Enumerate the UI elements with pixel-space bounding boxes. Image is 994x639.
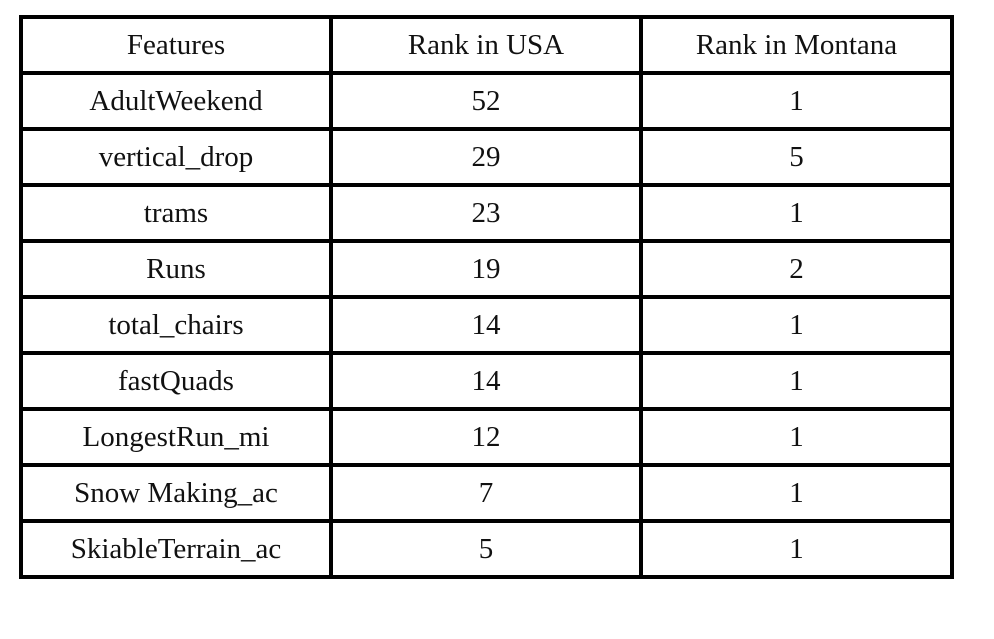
table-row: total_chairs 14 1 <box>19 295 954 355</box>
feature-rank-table-container: Features Rank in USA Rank in Montana Adu… <box>19 15 954 579</box>
rank-usa-cell: 14 <box>329 351 643 411</box>
rank-montana-cell: 2 <box>639 239 954 299</box>
feature-name-cell: SkiableTerrain_ac <box>19 519 333 579</box>
rank-montana-cell: 5 <box>639 127 954 187</box>
rank-montana-cell: 1 <box>639 407 954 467</box>
rank-montana-cell: 1 <box>639 519 954 579</box>
feature-name-cell: LongestRun_mi <box>19 407 333 467</box>
header-rank-montana: Rank in Montana <box>639 15 954 75</box>
rank-montana-cell: 1 <box>639 351 954 411</box>
table-row: LongestRun_mi 12 1 <box>19 407 954 467</box>
rank-montana-cell: 1 <box>639 183 954 243</box>
rank-montana-cell: 1 <box>639 71 954 131</box>
feature-rank-table: Features Rank in USA Rank in Montana Adu… <box>19 15 954 579</box>
rank-usa-cell: 14 <box>329 295 643 355</box>
feature-name-cell: Runs <box>19 239 333 299</box>
rank-usa-cell: 12 <box>329 407 643 467</box>
rank-usa-cell: 7 <box>329 463 643 523</box>
rank-usa-cell: 29 <box>329 127 643 187</box>
table-row: vertical_drop 29 5 <box>19 127 954 187</box>
feature-name-cell: trams <box>19 183 333 243</box>
table-row: Snow Making_ac 7 1 <box>19 463 954 523</box>
rank-usa-cell: 52 <box>329 71 643 131</box>
rank-usa-cell: 19 <box>329 239 643 299</box>
feature-name-cell: Snow Making_ac <box>19 463 333 523</box>
header-features: Features <box>19 15 333 75</box>
rank-usa-cell: 5 <box>329 519 643 579</box>
table-row: fastQuads 14 1 <box>19 351 954 411</box>
feature-name-cell: AdultWeekend <box>19 71 333 131</box>
rank-montana-cell: 1 <box>639 463 954 523</box>
header-row: Features Rank in USA Rank in Montana <box>19 15 954 75</box>
table-row: trams 23 1 <box>19 183 954 243</box>
feature-name-cell: total_chairs <box>19 295 333 355</box>
header-rank-usa: Rank in USA <box>329 15 643 75</box>
rank-montana-cell: 1 <box>639 295 954 355</box>
table-row: Runs 19 2 <box>19 239 954 299</box>
feature-name-cell: vertical_drop <box>19 127 333 187</box>
feature-name-cell: fastQuads <box>19 351 333 411</box>
table-row: SkiableTerrain_ac 5 1 <box>19 519 954 579</box>
table-row: AdultWeekend 52 1 <box>19 71 954 131</box>
rank-usa-cell: 23 <box>329 183 643 243</box>
